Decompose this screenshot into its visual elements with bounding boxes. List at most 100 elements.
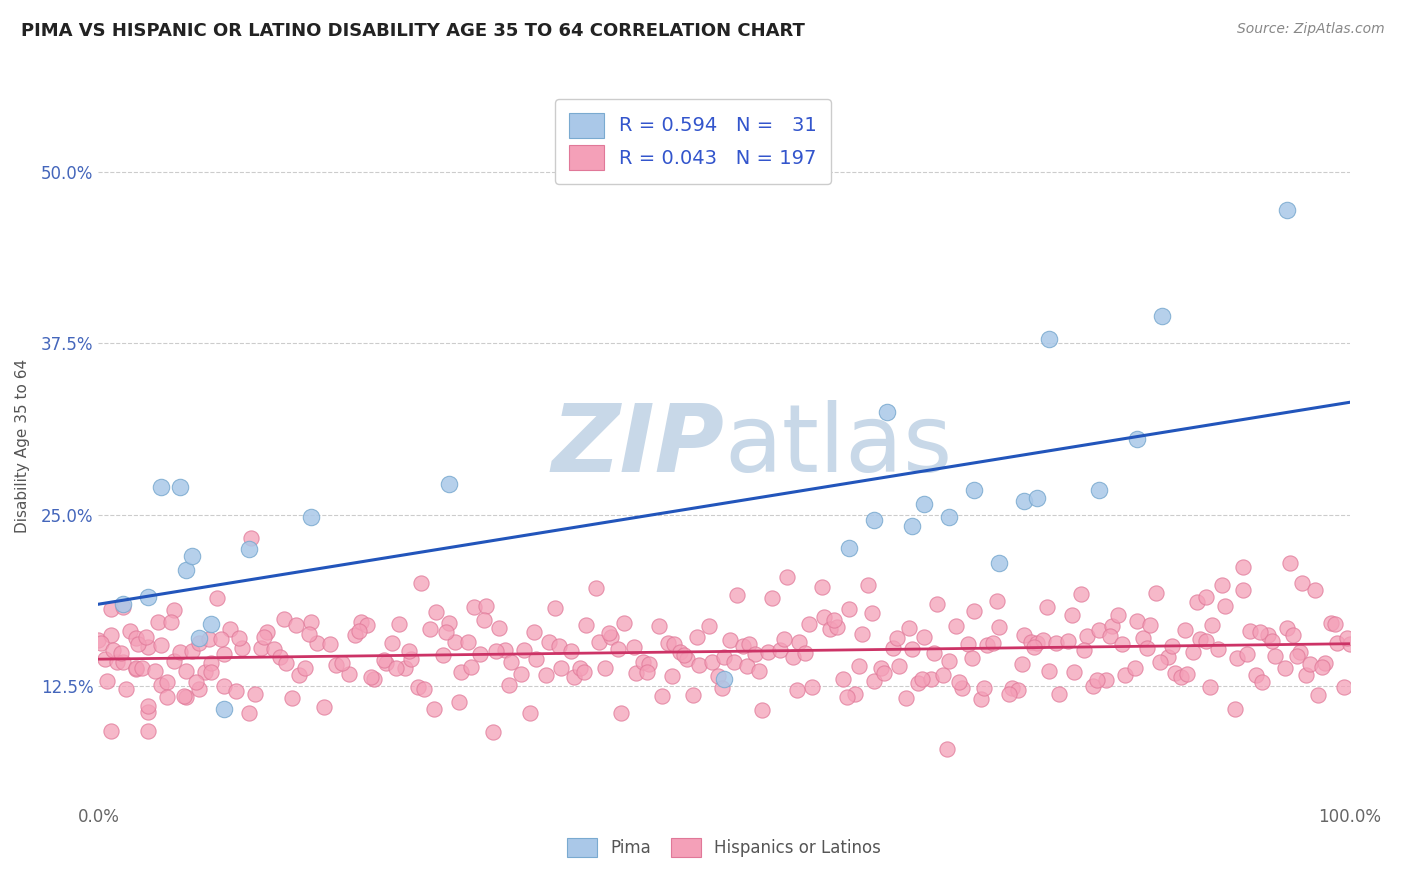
Point	[1288, 644, 1310, 658]
Point	[269, 650, 291, 665]
Point	[1011, 657, 1033, 671]
Point	[1201, 617, 1223, 632]
Point	[406, 680, 429, 694]
Point	[115, 681, 138, 696]
Point	[194, 665, 217, 680]
Point	[1070, 587, 1092, 601]
Point	[1163, 665, 1185, 680]
Point	[225, 683, 247, 698]
Point	[838, 602, 860, 616]
Point	[1157, 650, 1180, 665]
Point	[1232, 560, 1254, 574]
Point	[820, 622, 842, 636]
Point	[398, 644, 420, 658]
Point	[562, 670, 585, 684]
Point	[1286, 648, 1309, 663]
Point	[1114, 668, 1136, 682]
Point	[1063, 665, 1085, 679]
Point	[481, 725, 503, 739]
Point	[898, 621, 921, 635]
Point	[472, 613, 495, 627]
Point	[1001, 681, 1024, 695]
Point	[174, 562, 197, 576]
Point	[209, 632, 232, 646]
Text: Source: ZipAtlas.com: Source: ZipAtlas.com	[1237, 22, 1385, 37]
Point	[924, 646, 946, 660]
Point	[648, 619, 671, 633]
Point	[1014, 494, 1036, 508]
Point	[1107, 608, 1129, 623]
Point	[575, 617, 598, 632]
Point	[450, 665, 472, 680]
Point	[252, 630, 274, 644]
Point	[945, 619, 967, 633]
Point	[125, 662, 148, 676]
Point	[1333, 680, 1355, 694]
Point	[1223, 701, 1246, 715]
Point	[1303, 583, 1326, 598]
Point	[432, 648, 454, 663]
Point	[93, 651, 115, 665]
Point	[657, 636, 679, 650]
Point	[963, 604, 986, 618]
Point	[350, 615, 373, 630]
Point	[626, 666, 648, 681]
Point	[572, 665, 595, 680]
Point	[856, 578, 879, 592]
Point	[1278, 556, 1301, 570]
Point	[135, 631, 157, 645]
Point	[475, 599, 498, 613]
Point	[174, 690, 197, 705]
Point	[960, 651, 983, 665]
Point	[835, 690, 858, 705]
Point	[90, 636, 112, 650]
Point	[1024, 640, 1046, 654]
Point	[519, 706, 541, 720]
Point	[882, 641, 904, 656]
Point	[299, 615, 322, 629]
Point	[238, 541, 260, 556]
Point	[156, 674, 179, 689]
Point	[838, 541, 860, 555]
Point	[969, 692, 991, 706]
Y-axis label: Disability Age 35 to 64: Disability Age 35 to 64	[15, 359, 30, 533]
Point	[932, 667, 955, 681]
Point	[112, 655, 135, 669]
Point	[1014, 628, 1036, 642]
Point	[1026, 636, 1049, 650]
Point	[401, 652, 423, 666]
Point	[385, 661, 408, 675]
Point	[988, 556, 1011, 570]
Point	[501, 655, 523, 669]
Point	[240, 531, 263, 545]
Point	[973, 681, 995, 696]
Point	[1045, 636, 1067, 650]
Point	[900, 518, 922, 533]
Point	[1111, 637, 1133, 651]
Point	[1244, 668, 1267, 682]
Point	[243, 687, 266, 701]
Point	[184, 675, 207, 690]
Point	[160, 615, 183, 630]
Point	[1150, 309, 1173, 323]
Point	[388, 616, 411, 631]
Point	[138, 699, 160, 714]
Point	[560, 644, 582, 658]
Point	[662, 637, 685, 651]
Point	[675, 652, 697, 666]
Point	[1251, 674, 1274, 689]
Point	[638, 657, 661, 671]
Point	[700, 655, 723, 669]
Point	[319, 637, 342, 651]
Point	[1299, 657, 1322, 672]
Point	[169, 480, 191, 494]
Point	[650, 690, 672, 704]
Point	[685, 630, 707, 644]
Point	[825, 620, 848, 634]
Point	[823, 613, 845, 627]
Point	[138, 705, 160, 719]
Point	[256, 624, 278, 639]
Point	[1174, 623, 1197, 637]
Point	[869, 661, 891, 675]
Point	[373, 653, 395, 667]
